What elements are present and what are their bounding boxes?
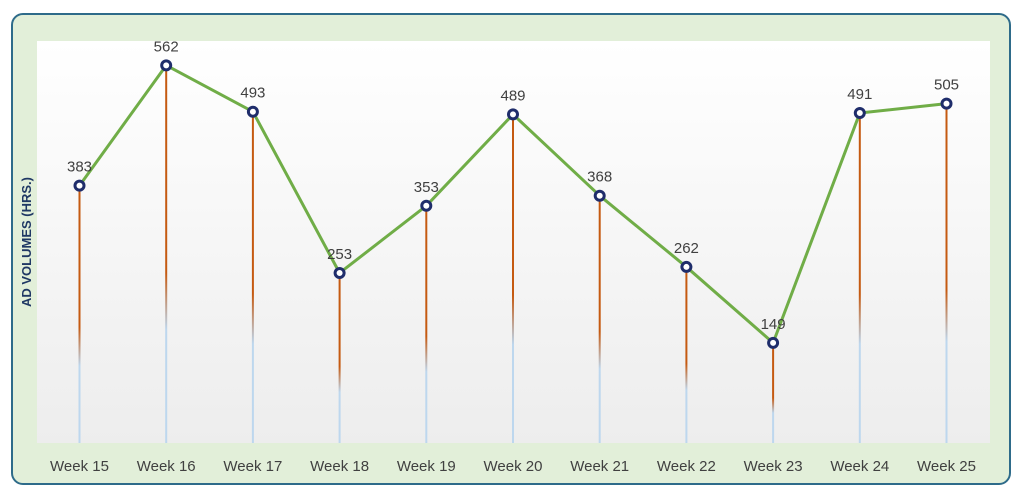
data-markers: [73, 59, 953, 349]
drop-line: [165, 65, 168, 443]
data-point: [680, 260, 693, 273]
data-point: [160, 59, 173, 72]
x-tick-label: Week 17: [223, 458, 282, 475]
data-point: [333, 266, 346, 279]
drop-line: [945, 103, 948, 443]
data-point: [246, 105, 259, 118]
x-tick-label: Week 18: [310, 458, 369, 475]
drop-lines: [78, 65, 948, 443]
drop-line: [338, 272, 341, 443]
data-point: [940, 97, 953, 110]
x-tick-label: Week 23: [744, 458, 803, 475]
drop-line: [685, 266, 688, 443]
data-label: 491: [847, 86, 872, 103]
x-tick-label: Week 20: [484, 458, 543, 475]
drop-line: [78, 185, 81, 443]
x-axis-tick-labels: Week 15 Week 16 Week 17 Week 18 Week 19 Week …: [50, 458, 976, 475]
data-point: [853, 107, 866, 120]
x-tick-label: Week 19: [397, 458, 456, 475]
data-label: 383: [67, 159, 92, 176]
data-label: 253: [327, 246, 352, 263]
y-axis-title: AD VOLUMES (HRS.): [19, 177, 34, 307]
data-point: [73, 179, 86, 192]
drop-line: [512, 114, 514, 443]
drop-line: [251, 111, 254, 443]
drop-line: [772, 342, 775, 443]
data-point: [767, 336, 780, 349]
data-point: [507, 108, 519, 121]
drop-line: [598, 195, 601, 443]
data-label: 353: [414, 179, 439, 196]
x-tick-label: Week 24: [830, 458, 889, 475]
data-label: 562: [154, 38, 179, 55]
x-tick-label: Week 22: [657, 458, 716, 475]
data-point: [593, 189, 606, 202]
drop-line: [425, 205, 428, 443]
data-point: [420, 199, 433, 212]
x-tick-label: Week 21: [570, 458, 629, 475]
drop-line: [858, 113, 861, 443]
data-label: 493: [240, 85, 265, 102]
data-label: 262: [674, 240, 699, 257]
x-tick-label: Week 15: [50, 458, 109, 475]
data-label: 149: [761, 316, 786, 333]
data-label: 489: [500, 87, 525, 104]
x-tick-label: Week 25: [917, 458, 976, 475]
data-labels: 383 562 493 253 353 489 368 262 149 491 505: [67, 38, 959, 333]
data-label: 505: [934, 77, 959, 94]
x-tick-label: Week 16: [137, 458, 196, 475]
data-label: 368: [587, 169, 612, 186]
